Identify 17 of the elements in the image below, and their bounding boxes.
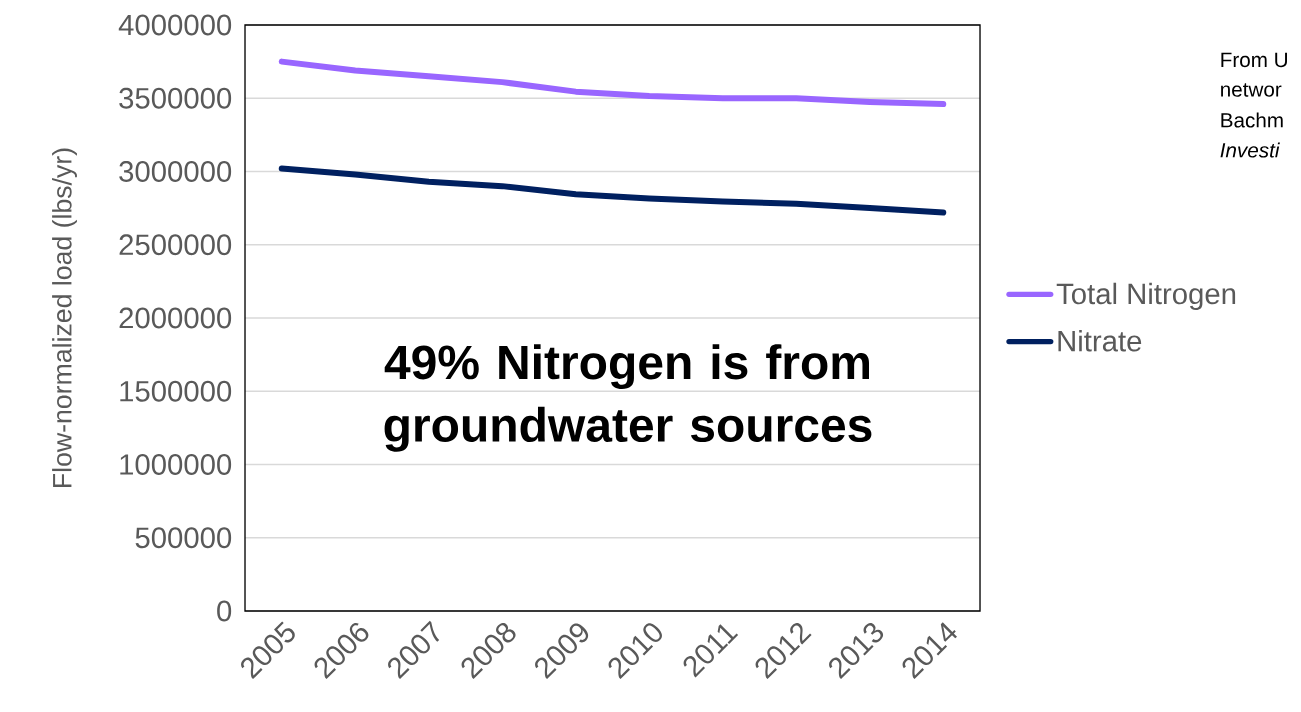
text: Bachm [1221, 112, 1283, 128]
text: networ [1221, 83, 1282, 97]
y-tick-label: 3000000 [119, 161, 232, 182]
y-axis-title: Flow-normalized load (lbs/yr) [52, 148, 77, 487]
y-tick-label: 2000000 [119, 307, 232, 329]
y-tick-label: 4000000 [118, 14, 232, 36]
text: Investi [1220, 142, 1280, 158]
y-tick-label: 1000000 [120, 454, 232, 475]
y-tick-label: 3500000 [119, 87, 232, 109]
y-tick-label: 500000 [135, 527, 232, 549]
y-tick-label: 0 [217, 600, 232, 622]
y-tick-label: 2500000 [119, 234, 232, 256]
legend-label: Total Nitrogen [1056, 282, 1236, 311]
legend-label: Nitrate [1058, 329, 1142, 352]
text: From U [1221, 52, 1287, 68]
y-tick-label: 1500000 [120, 380, 232, 402]
annotation: 49% Nitrogen is from groundwater sources [384, 344, 872, 452]
